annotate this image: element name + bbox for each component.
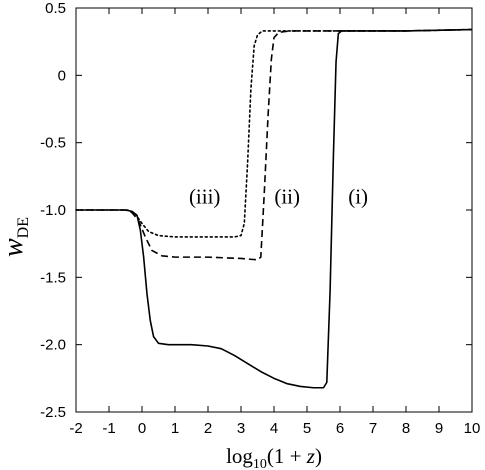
x-axis-label-base: log xyxy=(226,444,253,468)
x-tick-label: 7 xyxy=(369,420,377,437)
x-tick-label: -2 xyxy=(69,420,82,437)
y-tick-label: -2.0 xyxy=(40,337,66,354)
series-line-solid xyxy=(76,28,473,389)
x-tick-label: 1 xyxy=(171,420,179,437)
x-axis-label-var: z xyxy=(306,444,315,468)
x-tick-label: 3 xyxy=(237,420,245,437)
plot-frame xyxy=(75,7,473,413)
x-tick-label: 0 xyxy=(138,420,146,437)
ticks xyxy=(75,7,473,413)
x-axis-label-close: ) xyxy=(315,444,322,468)
annotations: (iii) (ii) (i) xyxy=(189,184,368,208)
x-axis-label: log10(1 + z) xyxy=(226,444,322,470)
x-tick-label: 5 xyxy=(303,420,311,437)
curve-label: (i) xyxy=(348,184,368,208)
y-tick-label: 0 xyxy=(58,67,66,84)
tick-labels: -2 -1 0 1 2 3 4 5 6 7 8 9 10 -2.5 -2.0 -1.5 -1.0 -0.5 0 0.5 xyxy=(40,0,480,437)
plot-lines xyxy=(75,28,473,389)
y-tick-label: -1.0 xyxy=(40,202,66,219)
y-tick-label: -2.5 xyxy=(40,404,66,421)
y-axis-label-sub: DE xyxy=(15,217,32,238)
curve-label: (iii) xyxy=(189,184,221,208)
y-tick-label: -0.5 xyxy=(40,135,66,152)
x-tick-label: 9 xyxy=(435,420,443,437)
x-tick-label: 2 xyxy=(204,420,212,437)
y-tick-label: -1.5 xyxy=(40,269,66,286)
y-axis-label: wDE xyxy=(0,217,32,257)
series-line-dashed xyxy=(76,28,473,261)
x-tick-label: 4 xyxy=(270,420,278,437)
x-axis-label-rest: (1 + xyxy=(267,444,307,468)
x-tick-label: 6 xyxy=(336,420,344,437)
series-line-dotted xyxy=(75,28,473,238)
x-tick-label: 10 xyxy=(464,420,481,437)
x-tick-label: 8 xyxy=(402,420,410,437)
x-axis-label-sub: 10 xyxy=(253,457,267,470)
y-axis-label-main: w xyxy=(0,238,29,257)
x-tick-label: -1 xyxy=(102,420,115,437)
y-tick-label: 0.5 xyxy=(45,0,66,17)
curve-label: (ii) xyxy=(274,184,300,208)
